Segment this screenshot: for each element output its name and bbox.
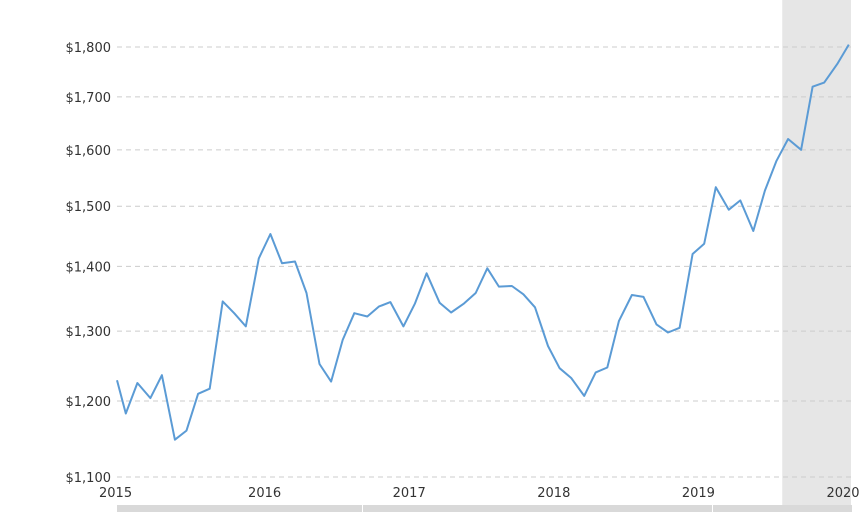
chart-scrollbar[interactable]: [117, 505, 852, 512]
x-axis-ticks: 2015 2016 2017 2018 2019 2020: [99, 486, 860, 501]
y-tick-label: $1,400: [66, 260, 112, 275]
x-tick-label: 2017: [393, 486, 426, 501]
grid-lines: [117, 46, 851, 478]
y-tick-label: $1,700: [66, 91, 112, 106]
scrollbar-divider: [362, 505, 363, 512]
price-line: [116, 44, 850, 441]
y-tick-label: $1,300: [66, 325, 112, 340]
x-tick-label: 2016: [248, 486, 281, 501]
price-points: [116, 44, 849, 440]
x-tick-label: 2018: [537, 486, 570, 501]
y-tick-label: $1,100: [66, 471, 112, 486]
y-tick-label: $1,600: [66, 144, 112, 159]
x-tick-label: 2020: [826, 486, 859, 501]
forecast-highlight-band: [782, 0, 851, 505]
x-tick-label: 2019: [682, 486, 715, 501]
y-axis-ticks: $1,100 $1,200 $1,300 $1,400 $1,500 $1,600 $1,7…: [66, 41, 112, 486]
y-tick-label: $1,200: [66, 395, 112, 410]
y-tick-label: $1,800: [66, 41, 112, 56]
scrollbar-divider: [712, 505, 713, 512]
y-tick-label: $1,500: [66, 200, 112, 215]
x-tick-label: 2015: [99, 486, 132, 501]
